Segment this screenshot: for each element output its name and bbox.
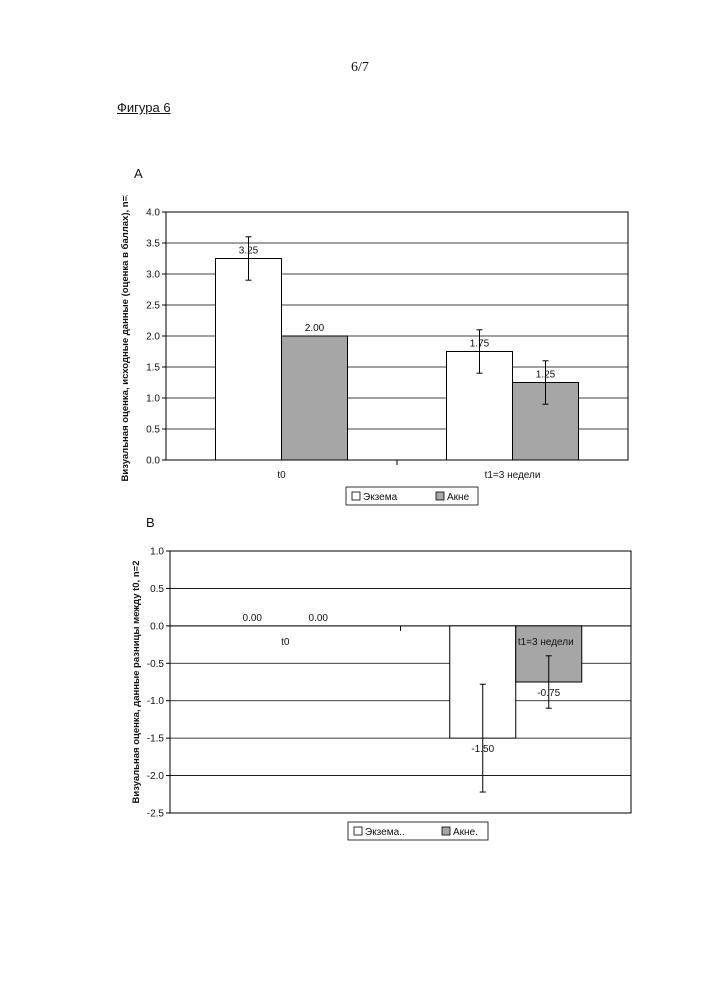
data-label: -1.50 (471, 744, 494, 755)
data-label: 0.00 (243, 613, 263, 624)
data-label: 1.75 (470, 339, 490, 350)
page-number: 6/7 (340, 60, 380, 76)
y-tick-label: -1.0 (147, 696, 165, 707)
y-tick-label: 0.5 (146, 425, 160, 436)
data-label: 2.00 (305, 323, 325, 334)
bar (216, 259, 282, 461)
y-tick-label: 3.5 (146, 239, 160, 250)
bar (282, 336, 348, 460)
y-tick-label: 3.0 (146, 270, 160, 281)
category-label: t0 (281, 637, 290, 648)
legend-swatch (354, 827, 362, 835)
y-tick-label: 1.5 (146, 363, 160, 374)
category-label: t1=3 недели (518, 637, 574, 648)
y-tick-label: -1.5 (147, 734, 165, 745)
y-axis-label: Визуальная оценка, исходные данные (оцен… (120, 195, 131, 481)
legend-label: Экзема.. (365, 827, 405, 838)
y-tick-label: -0.5 (147, 659, 165, 670)
category-label: t0 (277, 470, 286, 481)
data-label: 3.25 (239, 246, 259, 257)
y-tick-label: 0.0 (146, 456, 160, 467)
y-tick-label: 0.5 (150, 584, 164, 595)
chart-a: 0.0 0.5 1.0 1.5 2.0 2.5 3.0 3.5 4.0 3.25 2.00 t0 1.7… (0, 195, 707, 525)
legend-swatch (436, 492, 444, 500)
legend-swatch (442, 827, 450, 835)
legend-label: Экзема (363, 492, 398, 503)
legend-label: Акне. (453, 827, 478, 838)
y-tick-label: -2.0 (147, 771, 165, 782)
legend-swatch (352, 492, 360, 500)
y-axis-label: Визуальная оценка, данные разницы между … (131, 561, 142, 804)
y-tick-label: 0.0 (150, 621, 164, 632)
y-tick-label: 4.0 (146, 208, 160, 219)
data-label: -0.75 (537, 688, 560, 699)
y-tick-label: 1.0 (150, 547, 164, 558)
y-tick-label: 2.0 (146, 332, 160, 343)
figure-title: Фигура 6 (117, 100, 171, 115)
y-tick-label: 2.5 (146, 301, 160, 312)
panel-a-letter: A (134, 166, 143, 181)
data-label: 0.00 (309, 613, 329, 624)
data-label: 1.25 (536, 370, 556, 381)
chart-b: 1.0 0.5 0.0 -0.5 -1.0 -1.5 -2.0 -2.5 0.00 0.00 t0 -… (0, 535, 707, 845)
legend-label: Акне (447, 492, 470, 503)
y-tick-label: 1.0 (146, 394, 160, 405)
category-label: t1=3 недели (485, 470, 541, 481)
y-tick-label: -2.5 (147, 809, 165, 820)
